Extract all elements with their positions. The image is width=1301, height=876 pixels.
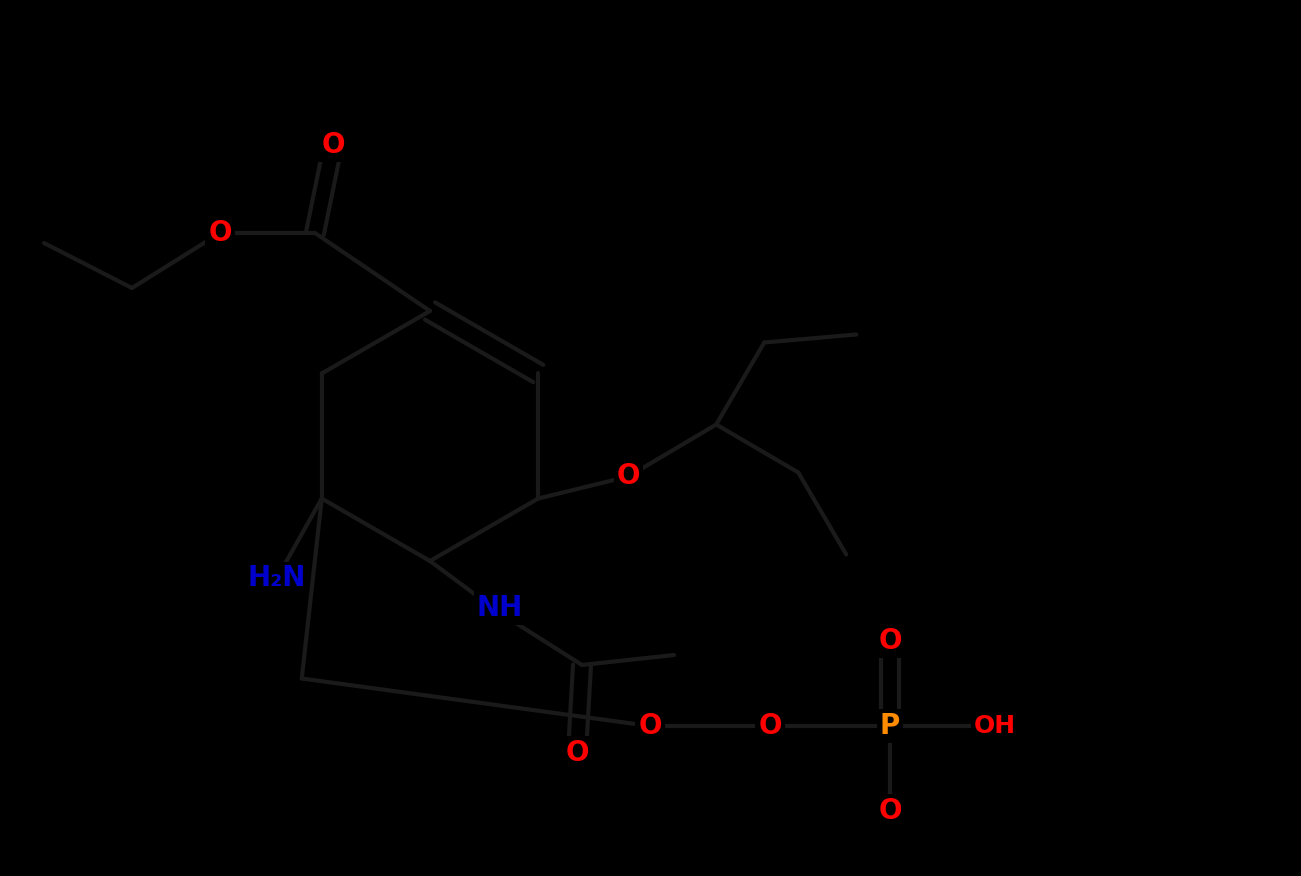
Text: O: O (617, 463, 640, 491)
Text: O: O (639, 712, 662, 740)
Text: NH: NH (477, 594, 523, 622)
Text: O: O (878, 797, 902, 825)
Text: O: O (878, 627, 902, 655)
Text: O: O (758, 712, 782, 740)
Text: P: P (879, 712, 900, 740)
Text: OH: OH (974, 714, 1016, 738)
Text: O: O (565, 739, 589, 767)
Text: H₂N: H₂N (247, 564, 306, 592)
Text: O: O (321, 131, 345, 159)
Text: O: O (208, 219, 232, 247)
